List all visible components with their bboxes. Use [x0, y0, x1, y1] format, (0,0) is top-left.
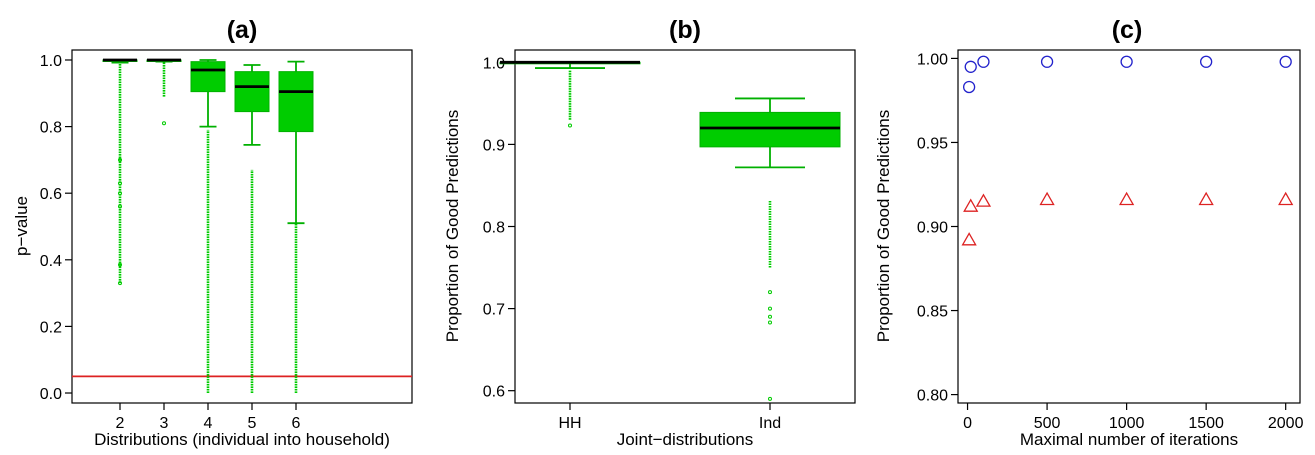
panel-a-xtick-label: 2 — [116, 415, 125, 432]
panel-b-title: (b) — [669, 16, 701, 44]
panel-c-content: 0.80 0.85 0.90 0.95 1.00 0 500 1000 1500 2000 — [917, 51, 1304, 432]
panel-c-ytick-label: 0.90 — [917, 220, 948, 237]
panel-c-triangle-point — [1278, 191, 1294, 206]
panel-a-outlier-point — [118, 181, 122, 186]
panel-a-outlier-point — [118, 191, 122, 196]
panel-a-ylabel: p−value — [12, 196, 31, 256]
panel-c-triangle-point — [963, 198, 979, 212]
panel-c-triangle-point — [1118, 191, 1135, 206]
panel-b-plot-frame — [514, 49, 856, 404]
panel-b-ytick-label: 0.9 — [483, 137, 505, 154]
panel-b-outlier-point — [768, 306, 772, 311]
panel-b-outlier-point — [768, 290, 772, 295]
panel-c-triangle-point — [1198, 191, 1214, 206]
panel-c-triangle-point — [961, 232, 977, 246]
panel-c-plot-frame — [957, 49, 1301, 404]
panel-c-circle-point — [962, 80, 976, 94]
panel-c-xtick-label: 500 — [1034, 415, 1061, 432]
panel-a-box — [234, 71, 270, 113]
panel-a-xtick-label: 5 — [248, 415, 257, 432]
panel-a-outlier-point — [162, 121, 166, 126]
panel-c-xtick-label: 1000 — [1109, 415, 1145, 432]
panel-b-ytick-label: 0.7 — [483, 302, 505, 319]
panel-a-outlier-point — [118, 204, 122, 209]
panel-a-ytick-label: 0.2 — [40, 319, 62, 336]
panel-c-circle-point — [1040, 55, 1054, 68]
panel-b-outlier-point — [768, 320, 772, 325]
panel-c: (c) 0.80 0.85 0.90 0.95 1.00 0 500 1000 1500 2000… — [874, 16, 1304, 449]
panel-b: (b) 0.6 0.7 0.8 0.9 1.0 HH Ind Joint−distribut… — [443, 16, 856, 449]
panel-a-box — [278, 71, 314, 133]
panel-b-outlier-point — [768, 396, 772, 401]
panel-a-xtick-label: 6 — [292, 415, 301, 432]
panel-c-xlabel: Maximal number of iterations — [1020, 430, 1238, 449]
panel-a-xtick-label: 4 — [204, 415, 213, 432]
panel-c-triangle-point — [975, 193, 992, 207]
panel-c-title: (c) — [1112, 16, 1143, 44]
panel-b-content: 0.6 0.7 0.8 0.9 1.0 HH Ind — [483, 55, 841, 432]
panel-b-ytick-label: 1.0 — [483, 55, 505, 72]
panel-b-xtick-label: Ind — [759, 415, 781, 432]
panel-a-ytick-label: 0.0 — [40, 386, 62, 403]
panel-b-outlier-point — [768, 314, 772, 319]
panel-b-xtick-label: HH — [558, 415, 581, 432]
panel-c-xtick-label: 0 — [963, 415, 972, 432]
panel-a-content: 0.0 0.2 0.4 0.6 0.8 1.0 2 3 4 5 6 — [40, 53, 412, 432]
panel-a-title: (a) — [227, 16, 258, 44]
panel-a-plot-frame — [71, 49, 413, 404]
panel-c-xtick-label: 2000 — [1268, 415, 1304, 432]
panel-c-ytick-label: 0.80 — [917, 388, 948, 405]
panel-a-ytick-label: 0.8 — [40, 120, 62, 137]
panel-b-ytick-label: 0.6 — [483, 384, 505, 401]
panel-a-outlier-point — [118, 157, 122, 162]
panel-b-ylabel: Proportion of Good Predictions — [443, 110, 462, 342]
panel-c-ytick-label: 1.00 — [917, 51, 948, 68]
panel-c-triangle-point — [1039, 191, 1055, 206]
panel-a-box — [190, 61, 226, 93]
panel-a: (a) 0.0 0.2 0.4 0.6 0.8 1.0 2 3 4 5 6 Distribution… — [12, 16, 413, 449]
panel-a-xlabel: Distributions (individual into household… — [94, 430, 390, 449]
panel-c-ylabel: Proportion of Good Predictions — [874, 110, 893, 342]
panel-c-circle-point — [1120, 55, 1133, 68]
panel-a-outlier-point — [118, 262, 122, 267]
panel-a-ytick-label: 0.6 — [40, 186, 62, 203]
panel-c-ytick-label: 0.85 — [917, 304, 948, 321]
panel-c-xtick-label: 1500 — [1188, 415, 1224, 432]
panel-b-xlabel: Joint−distributions — [617, 430, 754, 449]
panel-b-box — [699, 111, 841, 148]
panel-a-ytick-label: 0.4 — [40, 253, 62, 270]
panel-c-circle-point — [1199, 55, 1213, 68]
panel-a-xtick-label: 3 — [160, 415, 169, 432]
panel-c-circle-point — [964, 60, 977, 73]
panel-b-outlier-point — [568, 123, 572, 128]
panel-a-outlier-point — [118, 281, 122, 286]
panel-c-circle-point — [977, 55, 990, 68]
panel-c-circle-point — [1279, 55, 1292, 68]
panel-a-ytick-label: 1.0 — [40, 53, 62, 70]
panel-b-ytick-label: 0.8 — [483, 220, 505, 237]
panel-c-ytick-label: 0.95 — [917, 135, 948, 152]
